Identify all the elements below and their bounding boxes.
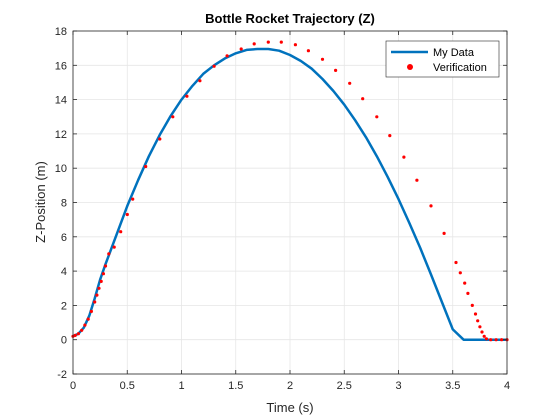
y-tick-label: 18: [55, 26, 67, 38]
verification-point: [463, 281, 467, 285]
legend-verification-label: Verification: [433, 62, 487, 74]
y-tick-label: 16: [55, 60, 67, 72]
verification-point: [144, 164, 148, 169]
verification-point: [131, 197, 135, 201]
verification-point: [171, 115, 175, 119]
y-tick-labels: -2 0 2 4 6 8 10 12 14 16 18: [55, 26, 67, 381]
verification-point: [489, 338, 493, 342]
verification-point: [239, 47, 243, 51]
verification-point: [494, 338, 498, 342]
legend-verification-marker: [407, 64, 413, 70]
verification-point: [80, 328, 84, 332]
verification-point: [473, 312, 478, 316]
verification-point: [480, 330, 484, 334]
verification-point: [478, 325, 482, 329]
verification-point: [476, 319, 480, 323]
verification-point: [252, 42, 256, 46]
y-axis-label: Z-Position (m): [33, 161, 48, 243]
verification-point: [158, 137, 162, 141]
y-tick-label: -2: [57, 369, 67, 381]
grid-lines: [72, 30, 508, 375]
x-tick-label: 0: [70, 380, 76, 392]
verification-point: [73, 333, 77, 337]
verification-point: [388, 134, 392, 138]
legend-box: [385, 40, 500, 78]
y-tick-label: 0: [61, 335, 67, 347]
verification-point: [334, 68, 338, 72]
verification-point: [198, 79, 202, 83]
verification-point: [320, 57, 325, 61]
verification-point: [83, 323, 87, 327]
verification-point: [306, 49, 310, 53]
verification-point: [470, 303, 474, 307]
x-tick-label: 0.5: [120, 380, 135, 392]
chart-title: Bottle Rocket Trajectory (Z): [205, 11, 375, 26]
verification-point: [97, 286, 101, 290]
y-tick-label: 6: [61, 232, 67, 244]
verification-point: [500, 338, 504, 342]
x-tick-label: 3: [395, 380, 401, 392]
verification-point: [279, 40, 283, 44]
verification-point: [442, 231, 446, 235]
x-axis-label: Time (s): [266, 400, 313, 415]
tick-marks: [72, 30, 508, 375]
verification-point: [101, 272, 105, 276]
series-layer: [71, 40, 509, 342]
verification-point: [482, 334, 486, 338]
verification-point: [402, 155, 406, 159]
verification-point: [103, 264, 108, 268]
verification-point: [348, 81, 352, 85]
x-tick-label: 1.5: [228, 380, 243, 392]
verification-point: [93, 300, 97, 304]
verification-point: [76, 332, 80, 336]
verification-point: [212, 64, 216, 68]
y-tick-label: 2: [61, 300, 67, 312]
verification-point: [415, 178, 419, 182]
series-line-my-data: [72, 47, 507, 341]
verification-point: [458, 271, 462, 275]
verification-point: [484, 337, 488, 341]
verification-point: [454, 260, 458, 265]
x-tick-labels: 0 0.5 1 1.5 2 2.5 3 3.5 4: [70, 380, 510, 392]
x-tick-label: 2.5: [337, 380, 352, 392]
verification-point: [361, 97, 365, 101]
verification-point: [125, 212, 129, 217]
legend: My Data Verification: [385, 40, 500, 78]
y-tick-label: 14: [55, 95, 67, 107]
legend-my-data-label: My Data: [433, 47, 475, 59]
verification-point: [466, 291, 470, 295]
verification-point: [107, 252, 111, 256]
y-tick-label: 12: [55, 129, 67, 141]
y-tick-label: 10: [55, 163, 67, 175]
y-tick-label: 4: [61, 266, 67, 278]
verification-point: [95, 293, 99, 297]
verification-point: [429, 204, 433, 208]
verification-point: [185, 94, 189, 98]
verification-point: [99, 279, 103, 283]
x-tick-label: 1: [178, 380, 184, 392]
verification-point: [225, 54, 229, 58]
verification-point: [112, 245, 116, 249]
verification-point: [266, 40, 270, 44]
y-tick-label: 8: [61, 198, 67, 210]
x-tick-label: 3.5: [445, 380, 460, 392]
verification-point: [89, 309, 93, 313]
verification-point: [375, 115, 379, 119]
verification-point: [119, 230, 123, 234]
verification-point: [293, 43, 297, 47]
x-tick-label: 4: [504, 380, 510, 392]
x-tick-label: 2: [287, 380, 293, 392]
verification-point: [86, 317, 90, 321]
